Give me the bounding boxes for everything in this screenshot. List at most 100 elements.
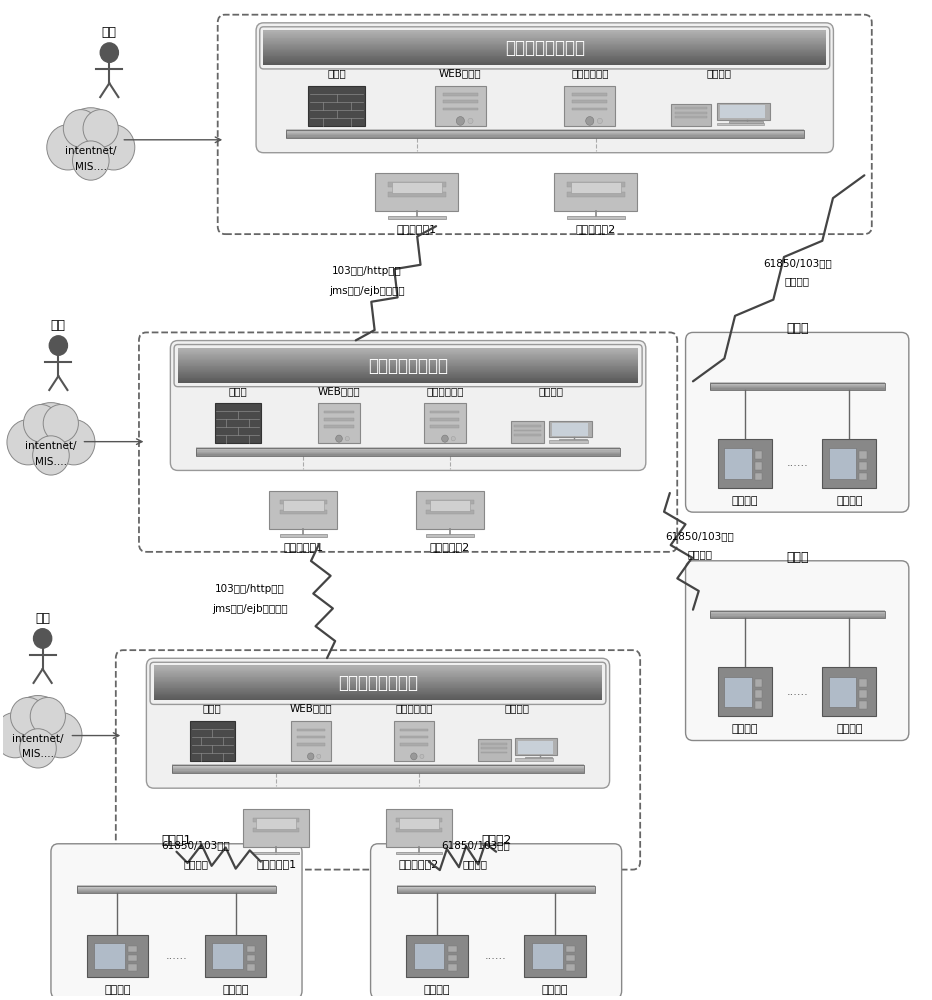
Bar bbox=[178, 354, 638, 356]
Bar bbox=[154, 686, 602, 688]
Bar bbox=[77, 889, 276, 891]
Bar bbox=[264, 38, 826, 40]
Bar bbox=[555, 173, 637, 211]
Circle shape bbox=[10, 697, 46, 735]
Bar bbox=[178, 373, 638, 375]
Bar bbox=[482, 747, 507, 749]
Circle shape bbox=[468, 118, 473, 124]
Text: 行波装置: 行波装置 bbox=[732, 496, 759, 506]
Bar bbox=[178, 358, 638, 360]
Bar bbox=[399, 818, 439, 829]
Text: 防火墙: 防火墙 bbox=[228, 386, 247, 396]
FancyBboxPatch shape bbox=[218, 15, 871, 234]
Bar bbox=[197, 447, 620, 449]
Bar bbox=[178, 350, 638, 352]
Bar bbox=[178, 365, 638, 367]
Bar bbox=[154, 697, 602, 699]
Bar bbox=[178, 351, 638, 353]
Bar bbox=[264, 59, 826, 61]
Bar bbox=[264, 60, 826, 62]
Bar bbox=[709, 383, 884, 385]
Bar bbox=[397, 888, 596, 890]
Bar bbox=[178, 367, 638, 369]
Bar bbox=[514, 425, 541, 427]
Bar bbox=[178, 348, 638, 350]
Bar bbox=[264, 49, 826, 50]
Bar bbox=[859, 679, 867, 687]
Bar bbox=[264, 43, 826, 45]
Bar bbox=[243, 809, 309, 847]
Bar bbox=[154, 678, 602, 680]
Bar bbox=[443, 93, 478, 96]
Bar bbox=[178, 375, 638, 377]
Circle shape bbox=[20, 729, 56, 768]
Bar bbox=[154, 687, 602, 689]
Bar bbox=[264, 44, 826, 46]
Bar bbox=[154, 682, 602, 684]
Text: 变电站2: 变电站2 bbox=[481, 834, 512, 847]
Circle shape bbox=[420, 754, 424, 759]
Circle shape bbox=[43, 405, 78, 442]
Bar bbox=[178, 369, 638, 371]
Bar bbox=[296, 729, 325, 731]
Text: 通讯服务器2: 通讯服务器2 bbox=[399, 859, 439, 869]
Bar bbox=[264, 61, 826, 62]
Bar bbox=[253, 828, 299, 832]
Bar bbox=[675, 107, 707, 109]
Bar bbox=[482, 752, 507, 753]
Bar bbox=[87, 935, 148, 977]
Bar bbox=[567, 192, 625, 197]
Bar bbox=[77, 891, 276, 893]
Text: 行波装置: 行波装置 bbox=[424, 985, 450, 995]
Text: 总调测距监控中心: 总调测距监控中心 bbox=[505, 39, 584, 57]
Bar bbox=[264, 37, 826, 38]
Circle shape bbox=[92, 125, 135, 170]
Bar bbox=[400, 736, 428, 738]
Bar bbox=[154, 677, 602, 679]
Text: 61850/103规约: 61850/103规约 bbox=[762, 258, 831, 268]
Bar bbox=[178, 359, 638, 360]
Bar bbox=[514, 430, 541, 431]
Bar bbox=[154, 670, 602, 672]
Bar bbox=[154, 684, 602, 686]
Bar bbox=[171, 770, 584, 772]
Bar bbox=[178, 378, 638, 380]
Bar bbox=[77, 890, 276, 892]
Bar bbox=[572, 100, 608, 103]
Bar bbox=[129, 964, 137, 971]
Bar bbox=[264, 55, 826, 56]
FancyBboxPatch shape bbox=[139, 332, 678, 552]
Bar bbox=[720, 105, 765, 118]
Text: 用户: 用户 bbox=[51, 319, 66, 332]
Bar bbox=[395, 818, 442, 822]
Circle shape bbox=[53, 420, 95, 465]
FancyBboxPatch shape bbox=[116, 650, 640, 870]
Bar bbox=[264, 36, 826, 38]
Bar bbox=[264, 35, 826, 37]
Circle shape bbox=[336, 435, 342, 442]
Text: 其他协议: 其他协议 bbox=[785, 276, 810, 286]
Circle shape bbox=[585, 117, 594, 125]
Bar bbox=[178, 366, 638, 368]
Circle shape bbox=[34, 629, 51, 648]
Bar bbox=[154, 670, 602, 671]
Text: 工程师站: 工程师站 bbox=[504, 703, 529, 713]
Bar bbox=[675, 112, 707, 114]
Bar bbox=[154, 692, 602, 694]
Text: WEB服务器: WEB服务器 bbox=[290, 703, 332, 713]
Bar bbox=[178, 370, 638, 372]
Text: ......: ...... bbox=[166, 951, 187, 961]
Bar bbox=[549, 440, 588, 443]
Bar bbox=[448, 964, 457, 971]
Bar bbox=[395, 852, 442, 854]
Text: 防火墙: 防火墙 bbox=[327, 68, 346, 78]
Text: 行波装置: 行波装置 bbox=[836, 724, 863, 734]
Bar bbox=[154, 666, 602, 668]
Bar bbox=[264, 39, 826, 41]
Circle shape bbox=[30, 697, 65, 735]
Bar bbox=[755, 462, 762, 470]
Bar bbox=[286, 136, 803, 138]
Text: 通讯服务器2: 通讯服务器2 bbox=[576, 224, 616, 234]
Bar bbox=[154, 695, 602, 697]
Bar bbox=[264, 56, 826, 58]
